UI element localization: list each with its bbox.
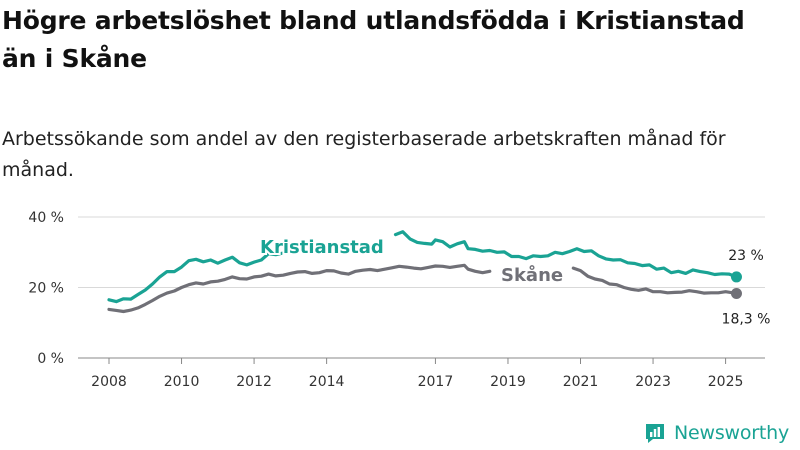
x-tick-label: 2021 bbox=[563, 374, 599, 390]
brand-name: Newsworthy bbox=[674, 422, 790, 444]
x-tick-label: 2010 bbox=[164, 374, 200, 390]
x-tick-label: 2014 bbox=[309, 374, 345, 390]
series-line-skane-segment-0 bbox=[107, 263, 492, 314]
series-line-kristianstad-segment-0 bbox=[107, 250, 292, 304]
x-tick-label: 2019 bbox=[490, 374, 526, 390]
brand-logo: Newsworthy bbox=[644, 418, 789, 448]
end-point-kristianstad bbox=[730, 271, 742, 283]
chart-title: Högre arbetslöshet bland utlandsfödda i … bbox=[2, 6, 745, 73]
x-tick-label: 2012 bbox=[236, 374, 272, 390]
end-value-label-skane: 18,3 % bbox=[722, 311, 771, 327]
newsworthy-logo-icon bbox=[646, 424, 664, 443]
chart-subtitle: Arbetssökande som andel av den registerb… bbox=[2, 128, 726, 181]
end-point-skane bbox=[730, 287, 742, 299]
series-line-kristianstad-segment-1 bbox=[393, 230, 739, 279]
series-label-skane: Skåne bbox=[501, 264, 563, 286]
series-labels: Kristianstad Skåne 23 % 18,3 % bbox=[258, 235, 771, 328]
y-tick-label: 20 % bbox=[28, 281, 64, 297]
gridlines bbox=[78, 216, 765, 359]
line-chart: 0 % 20 % 40 % 2008 2010 2012 2014 2017 2019 2021… bbox=[28, 210, 771, 390]
series-lines bbox=[107, 230, 742, 314]
x-tick-label: 2017 bbox=[418, 374, 454, 390]
x-axis-ticks: 2008 2010 2012 2014 2017 2019 2021 2023 2025 bbox=[91, 358, 743, 390]
end-value-label-kristianstad: 23 % bbox=[728, 248, 764, 264]
series-label-kristianstad: Kristianstad bbox=[260, 237, 384, 258]
x-tick-label: 2023 bbox=[635, 374, 671, 390]
y-tick-label: 40 % bbox=[28, 210, 64, 226]
y-axis-ticks: 0 % 20 % 40 % bbox=[28, 210, 64, 367]
x-tick-label: 2008 bbox=[91, 374, 127, 390]
x-tick-label: 2025 bbox=[708, 374, 744, 390]
y-tick-label: 0 % bbox=[37, 351, 64, 367]
series-line-skane-segment-1 bbox=[571, 266, 739, 296]
